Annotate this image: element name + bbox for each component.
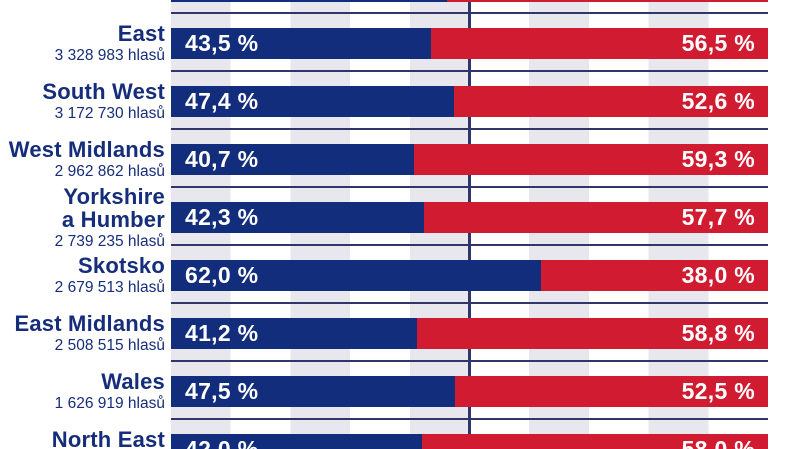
partial-bar-previous-row: [171, 0, 768, 2]
region-label: West Midlands 2 962 862 hlasů: [0, 131, 165, 189]
bar-segment-blue: 47,4 %: [171, 86, 454, 117]
region-votes-count: 2 962 862 hlasů: [54, 163, 165, 180]
bar-segment-blue: 40,7 %: [171, 144, 414, 175]
region-name: West Midlands: [8, 137, 165, 162]
region-votes-count: 1 626 919 hlasů: [54, 395, 165, 412]
region-label: Yorkshire a Humber 2 739 235 hlasů: [0, 185, 165, 250]
region-votes-count: 3 328 983 hlasů: [54, 47, 165, 64]
row-separator-line: [171, 244, 768, 246]
bar-segment-blue: 43,5 %: [171, 28, 431, 59]
region-label: North East: [0, 421, 165, 449]
blue-percentage-label: 47,4 %: [185, 88, 259, 114]
blue-percentage-label: 62,0 %: [185, 262, 259, 288]
region-label: Wales 1 626 919 hlasů: [0, 363, 165, 421]
stacked-bar: 42,0 % 58,0 %: [171, 434, 768, 449]
stacked-bar: 43,5 % 56,5 %: [171, 28, 768, 59]
stacked-bar: 47,5 % 52,5 %: [171, 376, 768, 407]
blue-percentage-label: 41,2 %: [185, 320, 259, 346]
row-separator-line: [171, 186, 768, 188]
row-separator-line: [171, 302, 768, 304]
red-percentage-label: 59,3 %: [681, 146, 755, 172]
red-percentage-label: 52,5 %: [681, 378, 755, 404]
region-label: South West 3 172 730 hlasů: [0, 73, 165, 131]
row-separator-line: [171, 128, 768, 130]
red-percentage-label: 58,8 %: [681, 320, 755, 346]
region-votes-count: 2 679 513 hlasů: [54, 279, 165, 296]
stacked-bar: 62,0 % 38,0 %: [171, 260, 768, 291]
stacked-bar: 41,2 % 58,8 %: [171, 318, 768, 349]
region-label: Skotsko 2 679 513 hlasů: [0, 247, 165, 305]
red-percentage-label: 57,7 %: [681, 204, 755, 230]
bar-segment-red: 38,0 %: [541, 260, 768, 291]
blue-percentage-label: 40,7 %: [185, 146, 259, 172]
bar-segment-blue: 41,2 %: [171, 318, 417, 349]
region-name: Wales: [101, 369, 165, 394]
row-separator-line: [171, 70, 768, 72]
bar-segment-red: 57,7 %: [423, 202, 768, 233]
partial-bar-segment-blue: [171, 0, 448, 2]
blue-percentage-label: 42,3 %: [185, 204, 259, 230]
bar-segment-blue: 62,0 %: [171, 260, 542, 291]
bar-segment-red: 52,6 %: [453, 86, 768, 117]
region-name: East: [117, 21, 165, 46]
region-name: North East: [51, 427, 165, 449]
row-separator-line: [171, 360, 768, 362]
region-name: South West: [42, 79, 165, 104]
region-name: East Midlands: [14, 311, 165, 336]
bar-segment-red: 56,5 %: [430, 28, 768, 59]
region-votes-count: 2 739 235 hlasů: [54, 232, 165, 250]
bar-segment-red: 52,5 %: [454, 376, 768, 407]
stacked-bar: 42,3 % 57,7 %: [171, 202, 768, 233]
red-percentage-label: 58,0 %: [681, 436, 755, 449]
region-name: Yorkshire a Humber: [61, 183, 165, 232]
bar-segment-blue: 47,5 %: [171, 376, 455, 407]
region-votes-count: 3 172 730 hlasů: [54, 105, 165, 122]
region-name: Skotsko: [78, 253, 165, 278]
red-percentage-label: 56,5 %: [681, 30, 755, 56]
red-percentage-label: 52,6 %: [681, 88, 755, 114]
bar-segment-blue: 42,0 %: [171, 434, 422, 449]
row-separator-line: [171, 12, 768, 14]
stacked-bar: 47,4 % 52,6 %: [171, 86, 768, 117]
region-votes-count: 2 508 515 hlasů: [54, 337, 165, 354]
region-label: East 3 328 983 hlasů: [0, 15, 165, 73]
blue-percentage-label: 43,5 %: [185, 30, 259, 56]
partial-bar-segment-red: [447, 0, 768, 2]
red-percentage-label: 38,0 %: [681, 262, 755, 288]
bar-segment-blue: 42,3 %: [171, 202, 424, 233]
bar-segment-red: 58,0 %: [421, 434, 768, 449]
bar-segment-red: 59,3 %: [413, 144, 768, 175]
region-label: East Midlands 2 508 515 hlasů: [0, 305, 165, 363]
row-separator-line: [171, 418, 768, 420]
blue-percentage-label: 42,0 %: [185, 436, 259, 449]
stacked-bar: 40,7 % 59,3 %: [171, 144, 768, 175]
blue-percentage-label: 47,5 %: [185, 378, 259, 404]
bar-segment-red: 58,8 %: [416, 318, 768, 349]
